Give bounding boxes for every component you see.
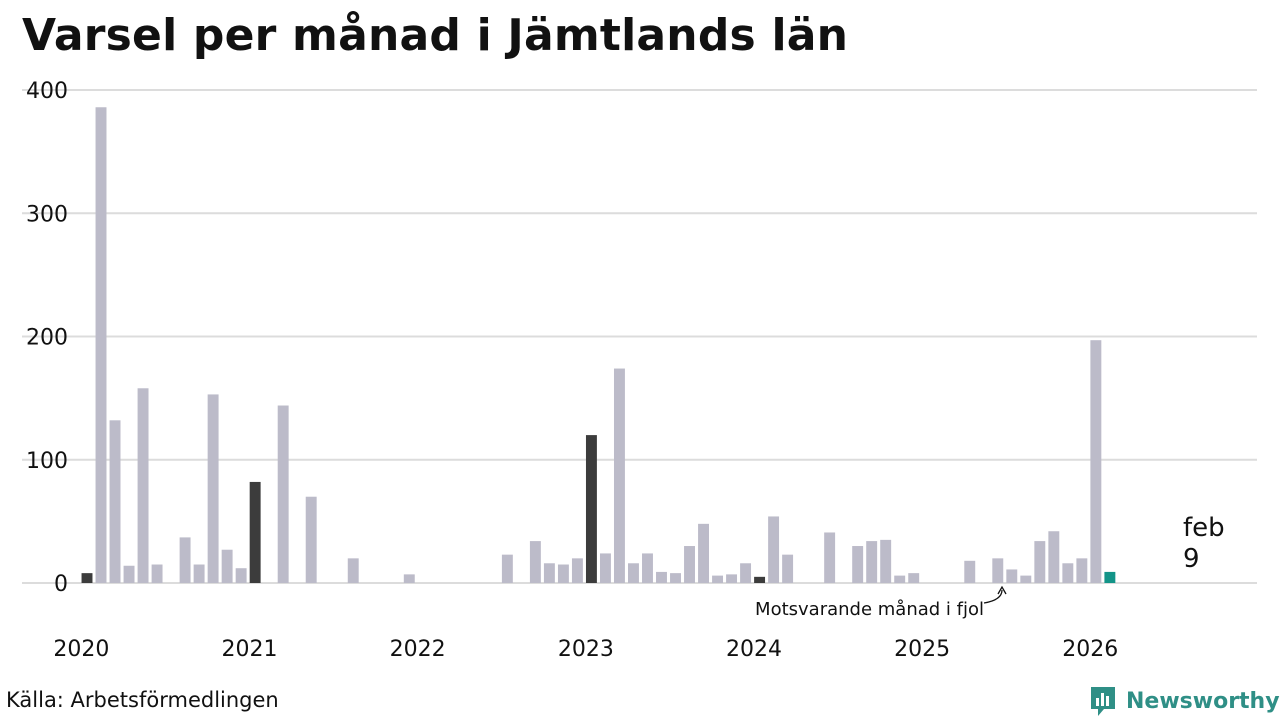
bar-same-month (249, 481, 261, 583)
bar (824, 532, 836, 583)
bar (740, 563, 752, 583)
bar-same-month (585, 435, 597, 583)
bar (403, 574, 415, 583)
newsworthy-logo-icon (1091, 687, 1115, 716)
bar (179, 537, 191, 583)
bar (908, 573, 920, 583)
current-value-label: 9 (1183, 544, 1200, 574)
bar (782, 554, 794, 583)
bar (557, 564, 569, 583)
bar (852, 546, 864, 583)
bar (1034, 541, 1046, 583)
x-tick-label: 2021 (222, 637, 278, 662)
bar (221, 549, 233, 583)
bar (1020, 575, 1032, 583)
bar-same-month (81, 573, 93, 583)
bar (628, 563, 639, 583)
previous-year-arrow (983, 589, 1003, 604)
bar (712, 575, 724, 583)
grid-lines (22, 89, 1257, 584)
annotations: feb 9 Motsvarande månad i fjol (755, 513, 1225, 620)
bar (501, 554, 513, 583)
bar (137, 388, 149, 583)
bar (151, 564, 163, 583)
bar (642, 553, 653, 583)
bar (768, 516, 780, 583)
bar (964, 560, 976, 583)
previous-year-arrowhead (997, 585, 1007, 595)
x-axis-ticks: 2020 2021 2022 2023 2024 2025 2026 (53, 637, 1118, 662)
bar (123, 565, 135, 583)
y-tick-label: 300 (26, 202, 68, 227)
bar (894, 575, 906, 583)
bar (1006, 569, 1018, 583)
bar (235, 568, 247, 583)
y-tick-label: 100 (26, 449, 68, 474)
x-tick-label: 2020 (53, 637, 109, 662)
bar (670, 573, 681, 583)
previous-year-note: Motsvarande månad i fjol (755, 599, 984, 620)
source-label: Källa: Arbetsförmedlingen (6, 688, 279, 712)
x-tick-label: 2023 (558, 637, 614, 662)
bar (599, 553, 611, 583)
bar (529, 541, 541, 583)
bar-current-month (1104, 571, 1116, 583)
x-tick-label: 2024 (726, 637, 782, 662)
bar (571, 558, 583, 583)
chart-title: Varsel per månad i Jämtlands län (22, 10, 849, 61)
bar (698, 523, 709, 583)
bar (1090, 340, 1102, 583)
bar (95, 107, 107, 583)
bar (1062, 563, 1074, 583)
x-tick-label: 2025 (894, 637, 950, 662)
bar (684, 546, 695, 583)
x-tick-label: 2022 (390, 637, 446, 662)
x-tick-label: 2026 (1062, 637, 1118, 662)
bar (347, 558, 359, 583)
brand-name: Newsworthy (1126, 688, 1280, 714)
brand: Newsworthy (1088, 684, 1280, 718)
bars (81, 107, 1116, 583)
bar (207, 394, 219, 583)
bar (1076, 558, 1088, 583)
y-tick-label: 400 (26, 79, 68, 104)
bar (109, 420, 121, 583)
bar (726, 574, 738, 583)
bar (1048, 531, 1060, 583)
bar (305, 496, 317, 583)
current-month-label: feb (1183, 513, 1225, 543)
y-tick-label: 0 (54, 572, 68, 597)
bar (543, 563, 555, 583)
y-axis-ticks: 0 100 200 300 400 (26, 79, 68, 597)
bar-same-month (754, 576, 766, 583)
bar (992, 558, 1004, 583)
bar (277, 405, 289, 583)
bar (656, 571, 667, 583)
y-tick-label: 200 (26, 326, 68, 351)
bar (613, 368, 625, 583)
bar (880, 539, 892, 583)
bar (866, 541, 878, 583)
bar (193, 564, 205, 583)
